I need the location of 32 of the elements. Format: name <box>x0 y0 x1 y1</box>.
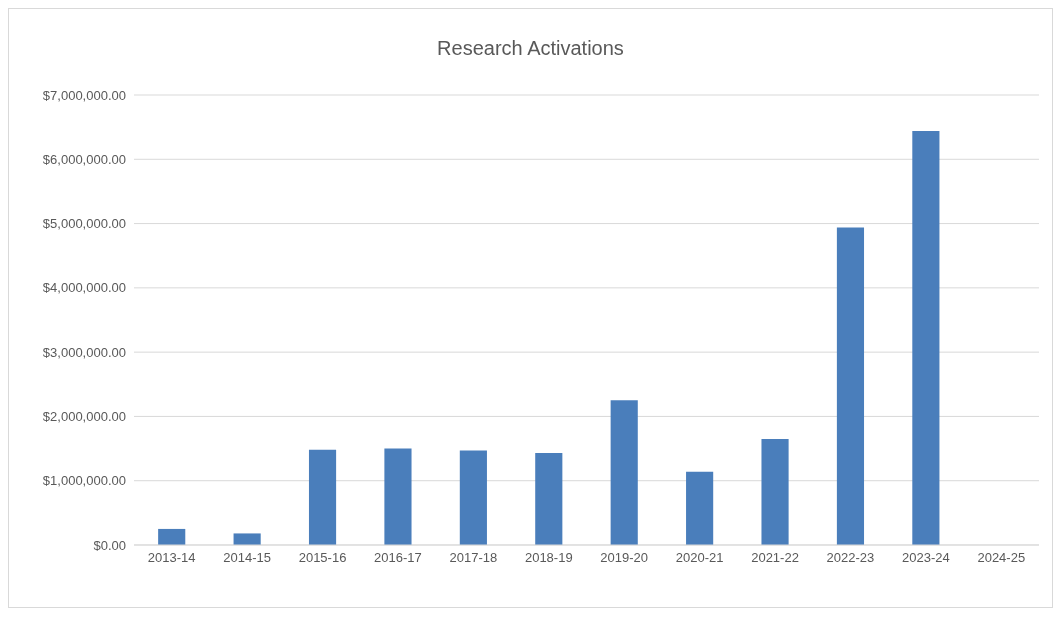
bar <box>836 227 865 545</box>
y-tick-label: $4,000,000.00 <box>42 280 126 296</box>
x-tick-label: 2023-24 <box>902 550 950 566</box>
y-tick-label: $0.00 <box>93 537 126 553</box>
x-tick-label: 2014-15 <box>223 550 271 566</box>
bar <box>459 450 487 545</box>
bar <box>384 448 412 545</box>
y-tick-label: $7,000,000.00 <box>42 87 126 103</box>
y-tick-label: $6,000,000.00 <box>42 151 126 167</box>
bar <box>158 528 186 545</box>
x-tick-label: 2024-25 <box>977 550 1026 566</box>
x-tick-label: 2017-18 <box>449 550 498 566</box>
x-tick-label: 2021-22 <box>751 550 799 566</box>
bar <box>535 453 563 545</box>
chart-title: Research Activations <box>436 36 625 60</box>
x-tick-label: 2018-19 <box>524 550 573 566</box>
x-tick-label: 2019-20 <box>600 550 649 566</box>
y-tick-label: $1,000,000.00 <box>42 473 126 489</box>
bar <box>233 533 261 545</box>
x-tick-label: 2015-16 <box>298 550 347 566</box>
x-tick-label: 2013-14 <box>147 550 196 566</box>
bar <box>308 449 337 545</box>
y-tick-label: $2,000,000.00 <box>42 409 126 425</box>
x-tick-label: 2022-23 <box>826 550 875 566</box>
bar <box>761 438 789 545</box>
bar <box>610 400 638 545</box>
y-tick-label: $3,000,000.00 <box>42 344 126 360</box>
y-tick-label: $5,000,000.00 <box>42 216 126 232</box>
bar <box>686 471 714 545</box>
x-tick-label: 2016-17 <box>374 550 422 566</box>
x-tick-label: 2020-21 <box>675 550 724 566</box>
bar <box>912 131 940 545</box>
